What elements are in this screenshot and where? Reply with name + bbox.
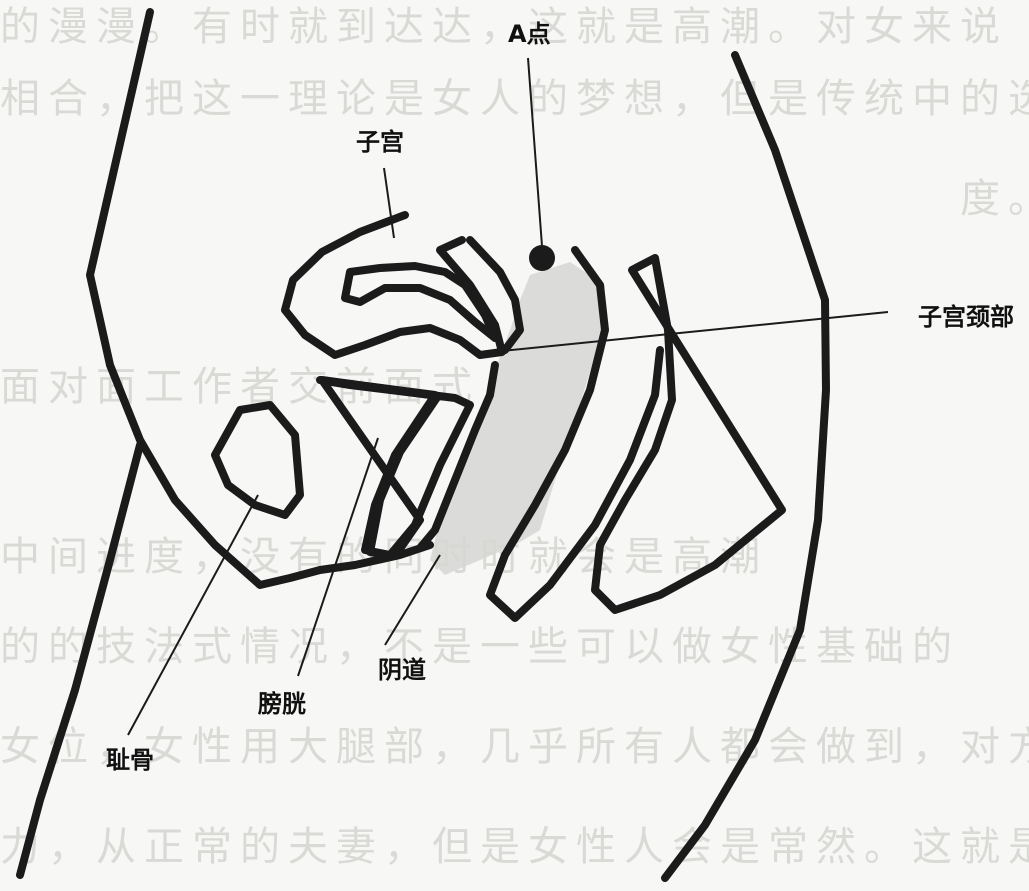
a-spot-marker xyxy=(529,245,555,271)
label-uterus: 子宫 xyxy=(356,128,404,156)
rectum xyxy=(591,254,786,614)
background-text-line-1: 的漫漫。有时就到达达，这就是高潮。对女来说 xyxy=(0,4,1008,50)
leader-uterus xyxy=(383,167,395,239)
background-text-line-8: 力，从正常的夫妻，但是女性人会是常然。这就是 xyxy=(0,824,1029,870)
leader-pubic-bone xyxy=(127,494,259,736)
background-text-line-6: 的的技法式情况，不是一些可以做女性基础的 xyxy=(0,624,960,670)
leader-vagina xyxy=(384,554,441,646)
label-a-spot: A点 xyxy=(508,20,551,48)
vagina-shading xyxy=(430,262,605,575)
body-outline-back xyxy=(661,51,830,882)
background-text-line-3: 度。 xyxy=(960,176,1029,222)
label-cervix: 子宫颈部 xyxy=(918,303,1014,331)
label-bladder: 膀胱 xyxy=(257,690,306,718)
leader-bladder xyxy=(297,437,379,677)
label-pubic-bone: 耻骨 xyxy=(106,746,154,774)
vagina-anterior-wall xyxy=(416,361,499,552)
background-text-line-2: 相合，把这一理论是女人的梦想，但是传统中的选 xyxy=(0,76,1029,122)
leader-cervix xyxy=(491,311,889,353)
leader-a-spot xyxy=(527,57,543,247)
background-text-line-4: 面对面工作者交前面式 xyxy=(0,364,480,410)
cervix-outline xyxy=(466,236,524,354)
pubic-bone xyxy=(211,401,304,519)
label-vagina: 阴道 xyxy=(378,656,426,684)
thigh-outline-left xyxy=(16,441,144,879)
body-outline-front xyxy=(86,8,434,589)
background-text-line-7: 女位，女性用大腿部，几乎所有人都会做到，对方 xyxy=(0,724,1029,770)
uterus-cavity xyxy=(341,262,499,342)
bladder-outline xyxy=(318,376,442,560)
